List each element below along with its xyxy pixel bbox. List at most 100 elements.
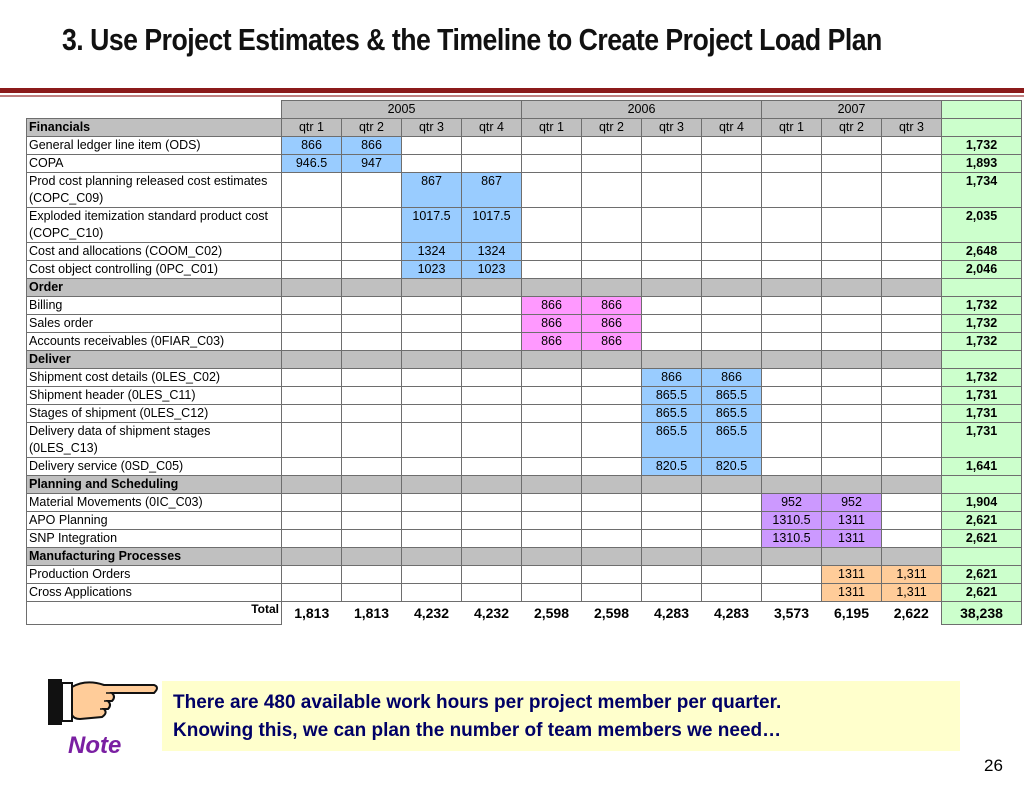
hours-cell: 865.5 bbox=[641, 422, 702, 458]
section-cell bbox=[281, 350, 342, 369]
hours-cell bbox=[881, 422, 942, 458]
grand-total: 38,238 bbox=[941, 601, 1022, 625]
hours-cell bbox=[281, 565, 342, 584]
hours-cell bbox=[281, 172, 342, 208]
row-label: General ledger line item (ODS) bbox=[26, 136, 282, 155]
hours-cell bbox=[821, 296, 882, 315]
section-total-cell bbox=[941, 278, 1022, 297]
slide-title: 3. Use Project Estimates & the Timeline … bbox=[62, 22, 882, 57]
total-column-header bbox=[941, 118, 1022, 137]
row-total: 2,621 bbox=[941, 511, 1022, 530]
hours-cell bbox=[581, 529, 642, 548]
row-total: 1,732 bbox=[941, 314, 1022, 333]
table-row: Material Movements (0IC_C03) 952 952 1,904 bbox=[26, 493, 1022, 512]
quarter-total: 2,622 bbox=[893, 605, 929, 622]
hours-cell bbox=[881, 154, 942, 173]
quarter-total: 6,195 bbox=[833, 605, 870, 622]
hours-cell bbox=[701, 565, 762, 584]
title-divider bbox=[0, 88, 1024, 93]
section-title: Planning and Scheduling bbox=[26, 475, 282, 494]
hours-cell bbox=[521, 457, 582, 476]
hours-cell bbox=[461, 154, 522, 173]
hours-cell bbox=[701, 172, 762, 208]
section-cell bbox=[581, 475, 642, 494]
hours-cell bbox=[581, 422, 642, 458]
hours-cell bbox=[581, 565, 642, 584]
row-total: 1,732 bbox=[941, 136, 1022, 155]
hours-cell bbox=[761, 207, 822, 243]
row-label: Delivery data of shipment stages (0LES_C… bbox=[26, 422, 282, 458]
hours-cell bbox=[581, 493, 642, 512]
table-row: Cross Applications 1311 1,311 2,621 bbox=[26, 583, 1022, 602]
hours-cell bbox=[641, 296, 702, 315]
hours-cell bbox=[281, 296, 342, 315]
hours-cell bbox=[821, 332, 882, 351]
hours-cell bbox=[881, 260, 942, 279]
note-box: There are 480 available work hours per p… bbox=[162, 681, 960, 751]
row-total: 1,731 bbox=[941, 386, 1022, 405]
section-cell bbox=[341, 547, 402, 566]
hours-cell bbox=[761, 242, 822, 261]
hours-cell bbox=[701, 296, 762, 315]
hours-cell bbox=[281, 493, 342, 512]
row-label: Exploded itemization standard product co… bbox=[26, 207, 282, 243]
hours-cell bbox=[581, 136, 642, 155]
hours-cell bbox=[641, 242, 702, 261]
table-row: Delivery service (0SD_C05) 820.5 820.5 1,64… bbox=[26, 457, 1022, 476]
hours-cell bbox=[341, 457, 402, 476]
table-row: Exploded itemization standard product co… bbox=[26, 207, 1022, 243]
hours-cell bbox=[701, 511, 762, 530]
hours-cell bbox=[821, 457, 882, 476]
section-cell bbox=[761, 350, 822, 369]
hours-cell: 952 bbox=[761, 493, 822, 512]
quarter-total: 1,813 bbox=[353, 605, 390, 622]
hours-cell bbox=[341, 493, 402, 512]
quarter-header: qtr 2 bbox=[581, 118, 642, 137]
hours-cell: 952 bbox=[821, 493, 882, 512]
section-header-row: Deliver bbox=[26, 350, 1022, 369]
hours-cell bbox=[701, 260, 762, 279]
hours-cell bbox=[641, 565, 702, 584]
hours-cell bbox=[881, 529, 942, 548]
hours-cell bbox=[521, 242, 582, 261]
hours-cell bbox=[641, 136, 702, 155]
hours-cell bbox=[401, 404, 462, 423]
hours-cell bbox=[521, 386, 582, 405]
hours-cell bbox=[521, 565, 582, 584]
hours-cell bbox=[281, 529, 342, 548]
row-label: Cost and allocations (COOM_C02) bbox=[26, 242, 282, 261]
section-cell bbox=[761, 278, 822, 297]
hours-cell: 866 bbox=[581, 314, 642, 333]
hours-cell bbox=[701, 242, 762, 261]
table-row: Prod cost planning released cost estimat… bbox=[26, 172, 1022, 208]
hours-cell bbox=[761, 260, 822, 279]
section-header-row: Manufacturing Processes bbox=[26, 547, 1022, 566]
hours-cell bbox=[401, 136, 462, 155]
table-row: Cost object controlling (0PC_C01) 1023 102… bbox=[26, 260, 1022, 279]
hours-cell bbox=[281, 422, 342, 458]
hours-cell: 865.5 bbox=[641, 404, 702, 423]
hours-cell bbox=[881, 136, 942, 155]
hours-cell bbox=[521, 154, 582, 173]
row-label: Shipment header (0LES_C11) bbox=[26, 386, 282, 405]
hours-cell bbox=[881, 457, 942, 476]
hours-cell bbox=[821, 172, 882, 208]
hours-cell bbox=[881, 404, 942, 423]
hours-cell: 866 bbox=[521, 332, 582, 351]
row-total: 1,904 bbox=[941, 493, 1022, 512]
section-cell bbox=[821, 475, 882, 494]
hours-cell bbox=[401, 368, 462, 387]
hours-cell bbox=[761, 457, 822, 476]
hours-cell bbox=[521, 260, 582, 279]
hours-cell: 1310.5 bbox=[761, 511, 822, 530]
section-total-cell bbox=[941, 350, 1022, 369]
table-row: General ledger line item (ODS) 866 866 1,73… bbox=[26, 136, 1022, 155]
section-cell bbox=[701, 475, 762, 494]
year-header: 2006 bbox=[521, 100, 762, 119]
hours-cell bbox=[581, 404, 642, 423]
year-header-row: 2005 2006 2007 bbox=[27, 100, 1022, 119]
hours-cell bbox=[701, 314, 762, 333]
hours-cell bbox=[281, 583, 342, 602]
note-label: Note bbox=[68, 732, 122, 759]
hours-cell bbox=[341, 207, 402, 243]
